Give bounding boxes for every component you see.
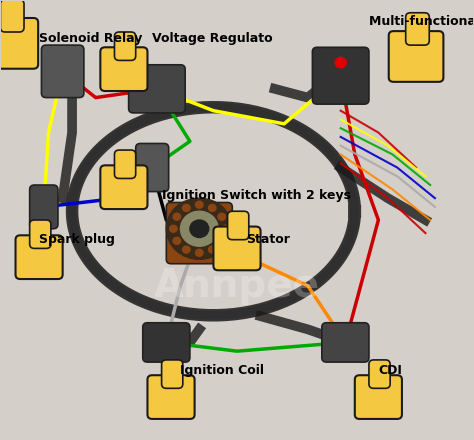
Circle shape (335, 57, 346, 68)
FancyBboxPatch shape (30, 220, 51, 249)
FancyBboxPatch shape (312, 47, 369, 104)
FancyBboxPatch shape (166, 202, 232, 264)
Circle shape (209, 246, 216, 253)
Text: Annpee: Annpee (154, 267, 320, 304)
FancyBboxPatch shape (100, 165, 147, 209)
Circle shape (209, 205, 216, 211)
FancyBboxPatch shape (406, 13, 429, 45)
Circle shape (196, 201, 203, 208)
Circle shape (190, 220, 209, 238)
Text: Solenoid Relay: Solenoid Relay (39, 32, 143, 45)
FancyBboxPatch shape (162, 360, 183, 389)
Text: CDI: CDI (378, 364, 402, 377)
Text: Voltage Regulato: Voltage Regulato (152, 32, 273, 45)
FancyBboxPatch shape (16, 235, 63, 279)
Circle shape (173, 237, 181, 244)
Text: Stator: Stator (246, 233, 290, 246)
FancyBboxPatch shape (389, 31, 443, 82)
FancyBboxPatch shape (322, 323, 369, 362)
FancyBboxPatch shape (128, 65, 185, 113)
Circle shape (218, 237, 226, 244)
FancyBboxPatch shape (0, 18, 38, 69)
FancyBboxPatch shape (115, 150, 136, 179)
FancyBboxPatch shape (228, 211, 249, 240)
Circle shape (221, 225, 229, 232)
Circle shape (182, 205, 190, 211)
Circle shape (166, 198, 232, 259)
FancyBboxPatch shape (143, 323, 190, 362)
Text: Ignition Switch with 2 keys: Ignition Switch with 2 keys (162, 189, 351, 202)
FancyBboxPatch shape (30, 185, 58, 229)
Circle shape (173, 213, 181, 220)
FancyBboxPatch shape (369, 360, 390, 389)
Circle shape (218, 213, 226, 220)
Text: Ignition Coil: Ignition Coil (181, 364, 264, 377)
Circle shape (196, 249, 203, 256)
FancyBboxPatch shape (41, 45, 84, 98)
Circle shape (182, 246, 190, 253)
FancyBboxPatch shape (0, 0, 24, 32)
FancyBboxPatch shape (147, 375, 195, 419)
Circle shape (181, 211, 218, 246)
FancyBboxPatch shape (355, 375, 402, 419)
FancyBboxPatch shape (100, 47, 147, 91)
FancyBboxPatch shape (213, 227, 261, 270)
FancyBboxPatch shape (115, 32, 136, 60)
Text: Spark plug: Spark plug (39, 233, 115, 246)
Circle shape (170, 225, 177, 232)
FancyBboxPatch shape (136, 143, 169, 191)
Text: Multi-functional Switch: Multi-functional Switch (369, 15, 474, 28)
